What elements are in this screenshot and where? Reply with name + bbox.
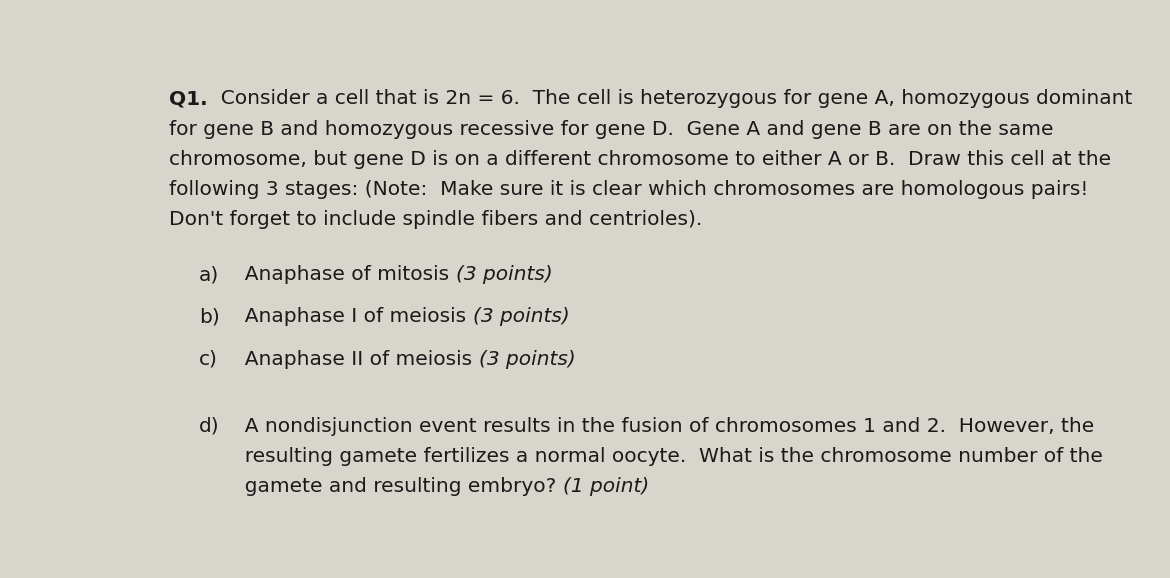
Text: A nondisjunction event results in the fusion of chromosomes 1 and 2.  However, t: A nondisjunction event results in the fu…	[233, 417, 1095, 435]
Text: (1 point): (1 point)	[563, 477, 649, 496]
Text: (3 points): (3 points)	[479, 350, 576, 369]
Text: c): c)	[199, 350, 218, 369]
Text: Anaphase of mitosis: Anaphase of mitosis	[233, 265, 456, 284]
Text: chromosome, but gene D is on a different chromosome to either A or B.  Draw this: chromosome, but gene D is on a different…	[168, 150, 1112, 169]
Text: d): d)	[199, 417, 220, 435]
Text: b): b)	[199, 307, 220, 327]
Text: a): a)	[199, 265, 219, 284]
Text: Q1.: Q1.	[168, 90, 207, 109]
Text: Consider a cell that is 2n = 6.  The cell is heterozygous for gene A, homozygous: Consider a cell that is 2n = 6. The cell…	[207, 90, 1131, 109]
Text: for gene B and homozygous recessive for gene D.  Gene A and gene B are on the sa: for gene B and homozygous recessive for …	[168, 120, 1053, 139]
Text: (3 points): (3 points)	[473, 307, 570, 327]
Text: (3 points): (3 points)	[456, 265, 552, 284]
Text: resulting gamete fertilizes a normal oocyte.  What is the chromosome number of t: resulting gamete fertilizes a normal ooc…	[233, 447, 1103, 466]
Text: following 3 stages: (Note:  Make sure it is clear which chromosomes are homologo: following 3 stages: (Note: Make sure it …	[168, 180, 1088, 199]
Text: Anaphase II of meiosis: Anaphase II of meiosis	[233, 350, 479, 369]
Text: Anaphase I of meiosis: Anaphase I of meiosis	[233, 307, 473, 327]
Text: Don't forget to include spindle fibers and centrioles).: Don't forget to include spindle fibers a…	[168, 210, 702, 229]
Text: gamete and resulting embryo?: gamete and resulting embryo?	[233, 477, 563, 496]
